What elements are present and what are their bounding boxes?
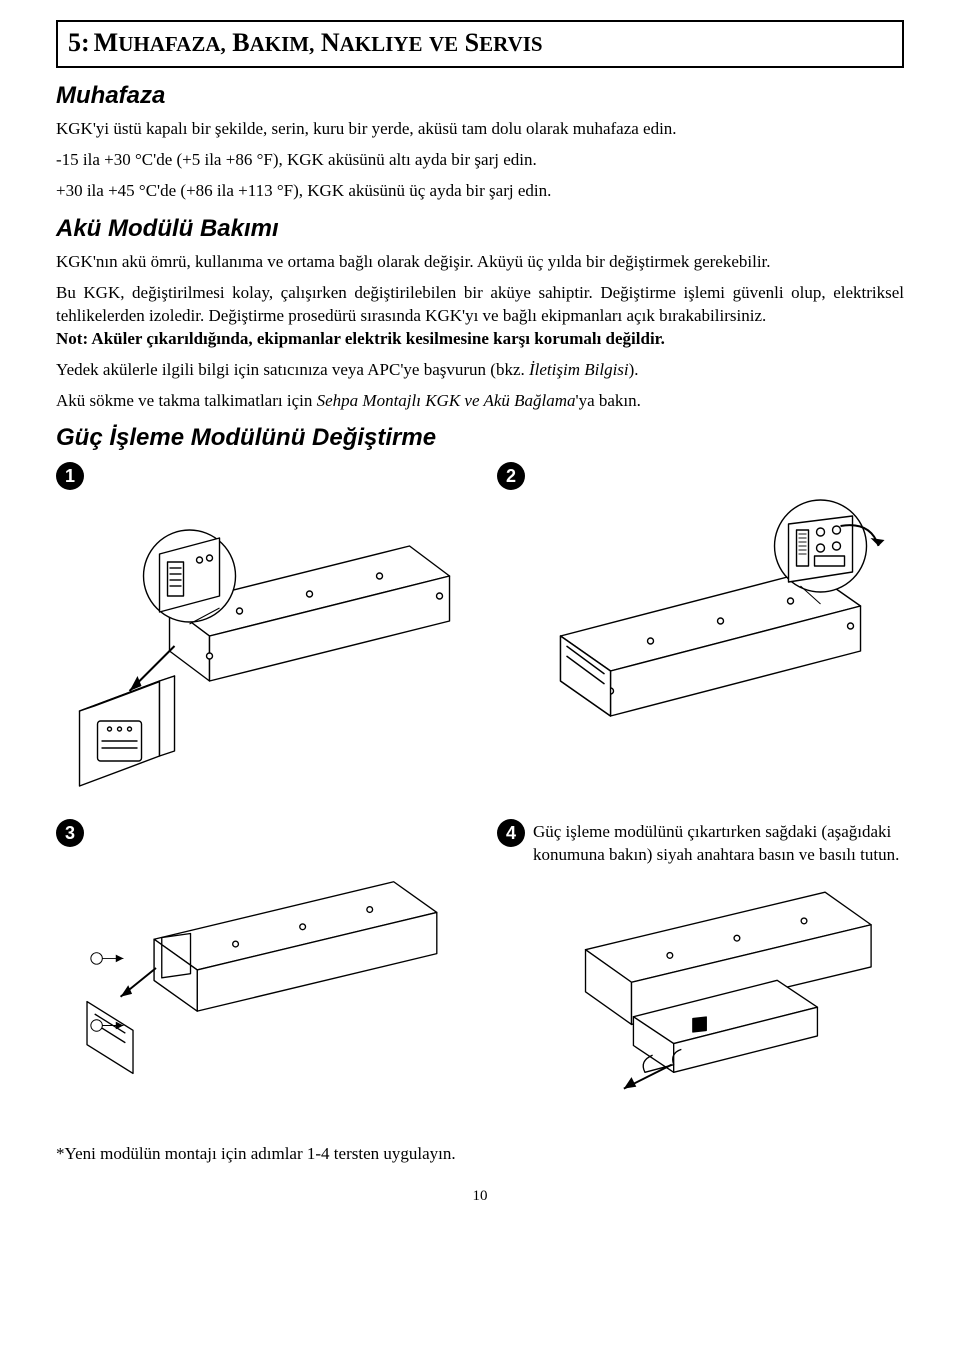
- steps-grid: 1: [56, 462, 904, 1126]
- aku-note: Not: Aküler çıkarıldığında, ekipmanlar e…: [56, 329, 665, 348]
- muhafaza-p3: +30 ila +45 °C'de (+86 ila +113 °F), KGK…: [56, 180, 904, 203]
- heading-muhafaza: Muhafaza: [56, 82, 904, 110]
- step-1: 1: [56, 462, 463, 801]
- illustration-step-2: [497, 496, 904, 796]
- step-badge-2: 2: [497, 462, 525, 490]
- step-badge-1: 1: [56, 462, 84, 490]
- heading-guc: Güç İşleme Modülünü Değiştirme: [56, 424, 904, 452]
- muhafaza-p2: -15 ila +30 °C'de (+5 ila +86 °F), KGK a…: [56, 149, 904, 172]
- step-badge-3: 3: [56, 819, 84, 847]
- page: 5: MUHAFAZA, BAKIM, NAKLIYE VE SERVIS Mu…: [0, 0, 960, 1235]
- section-title: MUHAFAZA, BAKIM, NAKLIYE VE SERVIS: [94, 28, 543, 57]
- illustration-step-4: [497, 873, 904, 1103]
- step-3: 3: [56, 819, 463, 1108]
- aku-p1: KGK'nın akü ömrü, kullanıma ve ortama ba…: [56, 251, 904, 274]
- step-2: 2: [497, 462, 904, 801]
- section-number: 5:: [68, 28, 90, 57]
- step-4-caption: Güç işleme modülünü çıkartırken sağdaki …: [533, 819, 904, 867]
- heading-aku: Akü Modülü Bakımı: [56, 215, 904, 243]
- step-4: 4 Güç işleme modülünü çıkartırken sağdak…: [497, 819, 904, 1108]
- aku-p2: Bu KGK, değiştirilmesi kolay, çalışırken…: [56, 282, 904, 351]
- footnote: *Yeni modülün montajı için adımlar 1-4 t…: [56, 1144, 904, 1164]
- aku-p3: Yedek akülerle ilgili bilgi için satıcın…: [56, 359, 904, 382]
- illustration-step-3: [56, 853, 463, 1083]
- step-badge-4: 4: [497, 819, 525, 847]
- aku-p4: Akü sökme ve takma talkimatları için Seh…: [56, 390, 904, 413]
- illustration-step-1: [56, 496, 463, 796]
- section-title-box: 5: MUHAFAZA, BAKIM, NAKLIYE VE SERVIS: [56, 20, 904, 68]
- muhafaza-p1: KGK'yi üstü kapalı bir şekilde, serin, k…: [56, 118, 904, 141]
- page-number: 10: [56, 1188, 904, 1205]
